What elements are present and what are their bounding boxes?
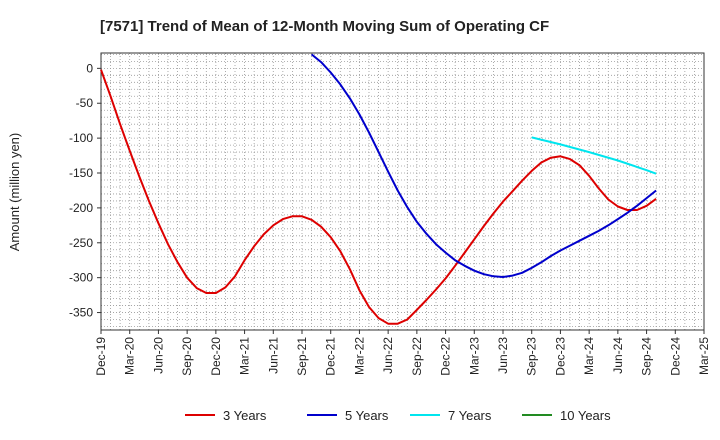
y-tick-label: -300 [69,271,93,285]
y-tick-label: -150 [69,166,93,180]
y-tick-label: -100 [69,131,93,145]
x-tick-label: Sep-21 [295,337,309,376]
y-tick-label: -200 [69,201,93,215]
x-tick-label: Jun-20 [151,337,165,374]
y-tick-label: -250 [69,236,93,250]
y-axis-label: Amount (million yen) [7,133,22,252]
x-tick-label: Mar-25 [697,337,711,375]
legend-label-5-years: 5 Years [345,408,389,423]
x-tick-label: Jun-22 [381,337,395,374]
legend-label-7-years: 7 Years [448,408,492,423]
y-axis-ticks: 0 -50 -100 -150 -200 -250 -300 -350 [69,61,101,320]
x-tick-label: Dec-19 [94,337,108,376]
chart-title: [7571] Trend of Mean of 12-Month Moving … [100,18,549,35]
x-tick-label: Jun-24 [611,337,625,374]
plot-frame [100,52,705,331]
x-tick-label: Jun-23 [496,337,510,374]
x-tick-label: Mar-22 [352,337,366,375]
x-tick-label: Dec-23 [553,337,567,376]
y-tick-label: -350 [69,306,93,320]
y-tick-label: -50 [76,96,94,110]
x-tick-label: Mar-21 [238,337,252,375]
x-tick-label: Mar-20 [123,337,137,375]
y-tick-label: 0 [86,61,93,75]
x-tick-label: Mar-23 [467,337,481,375]
x-tick-label: Mar-24 [582,337,596,375]
x-tick-label: Dec-20 [209,337,223,376]
legend-label-3-years: 3 Years [223,408,267,423]
x-tick-label: Dec-21 [324,337,338,376]
legend: 3 Years 5 Years 7 Years 10 Years [185,408,611,423]
plot-area [101,53,704,330]
x-axis-ticks: Dec-19 Mar-20 Jun-20 Sep-20 Dec-20 Mar-21 Jun-… [94,330,711,376]
series-group [100,53,657,325]
series-line-7-years [531,136,657,175]
x-tick-label: Dec-24 [668,337,682,376]
series-line-5-years [310,53,657,278]
x-tick-label: Sep-24 [640,337,654,376]
legend-label-10-years: 10 Years [560,408,611,423]
x-tick-label: Dec-22 [439,337,453,376]
x-tick-label: Sep-20 [180,337,194,376]
x-tick-label: Sep-23 [525,337,539,376]
x-tick-label: Sep-22 [410,337,424,376]
x-tick-label: Jun-21 [266,337,280,374]
series-line-3-years [100,69,657,325]
